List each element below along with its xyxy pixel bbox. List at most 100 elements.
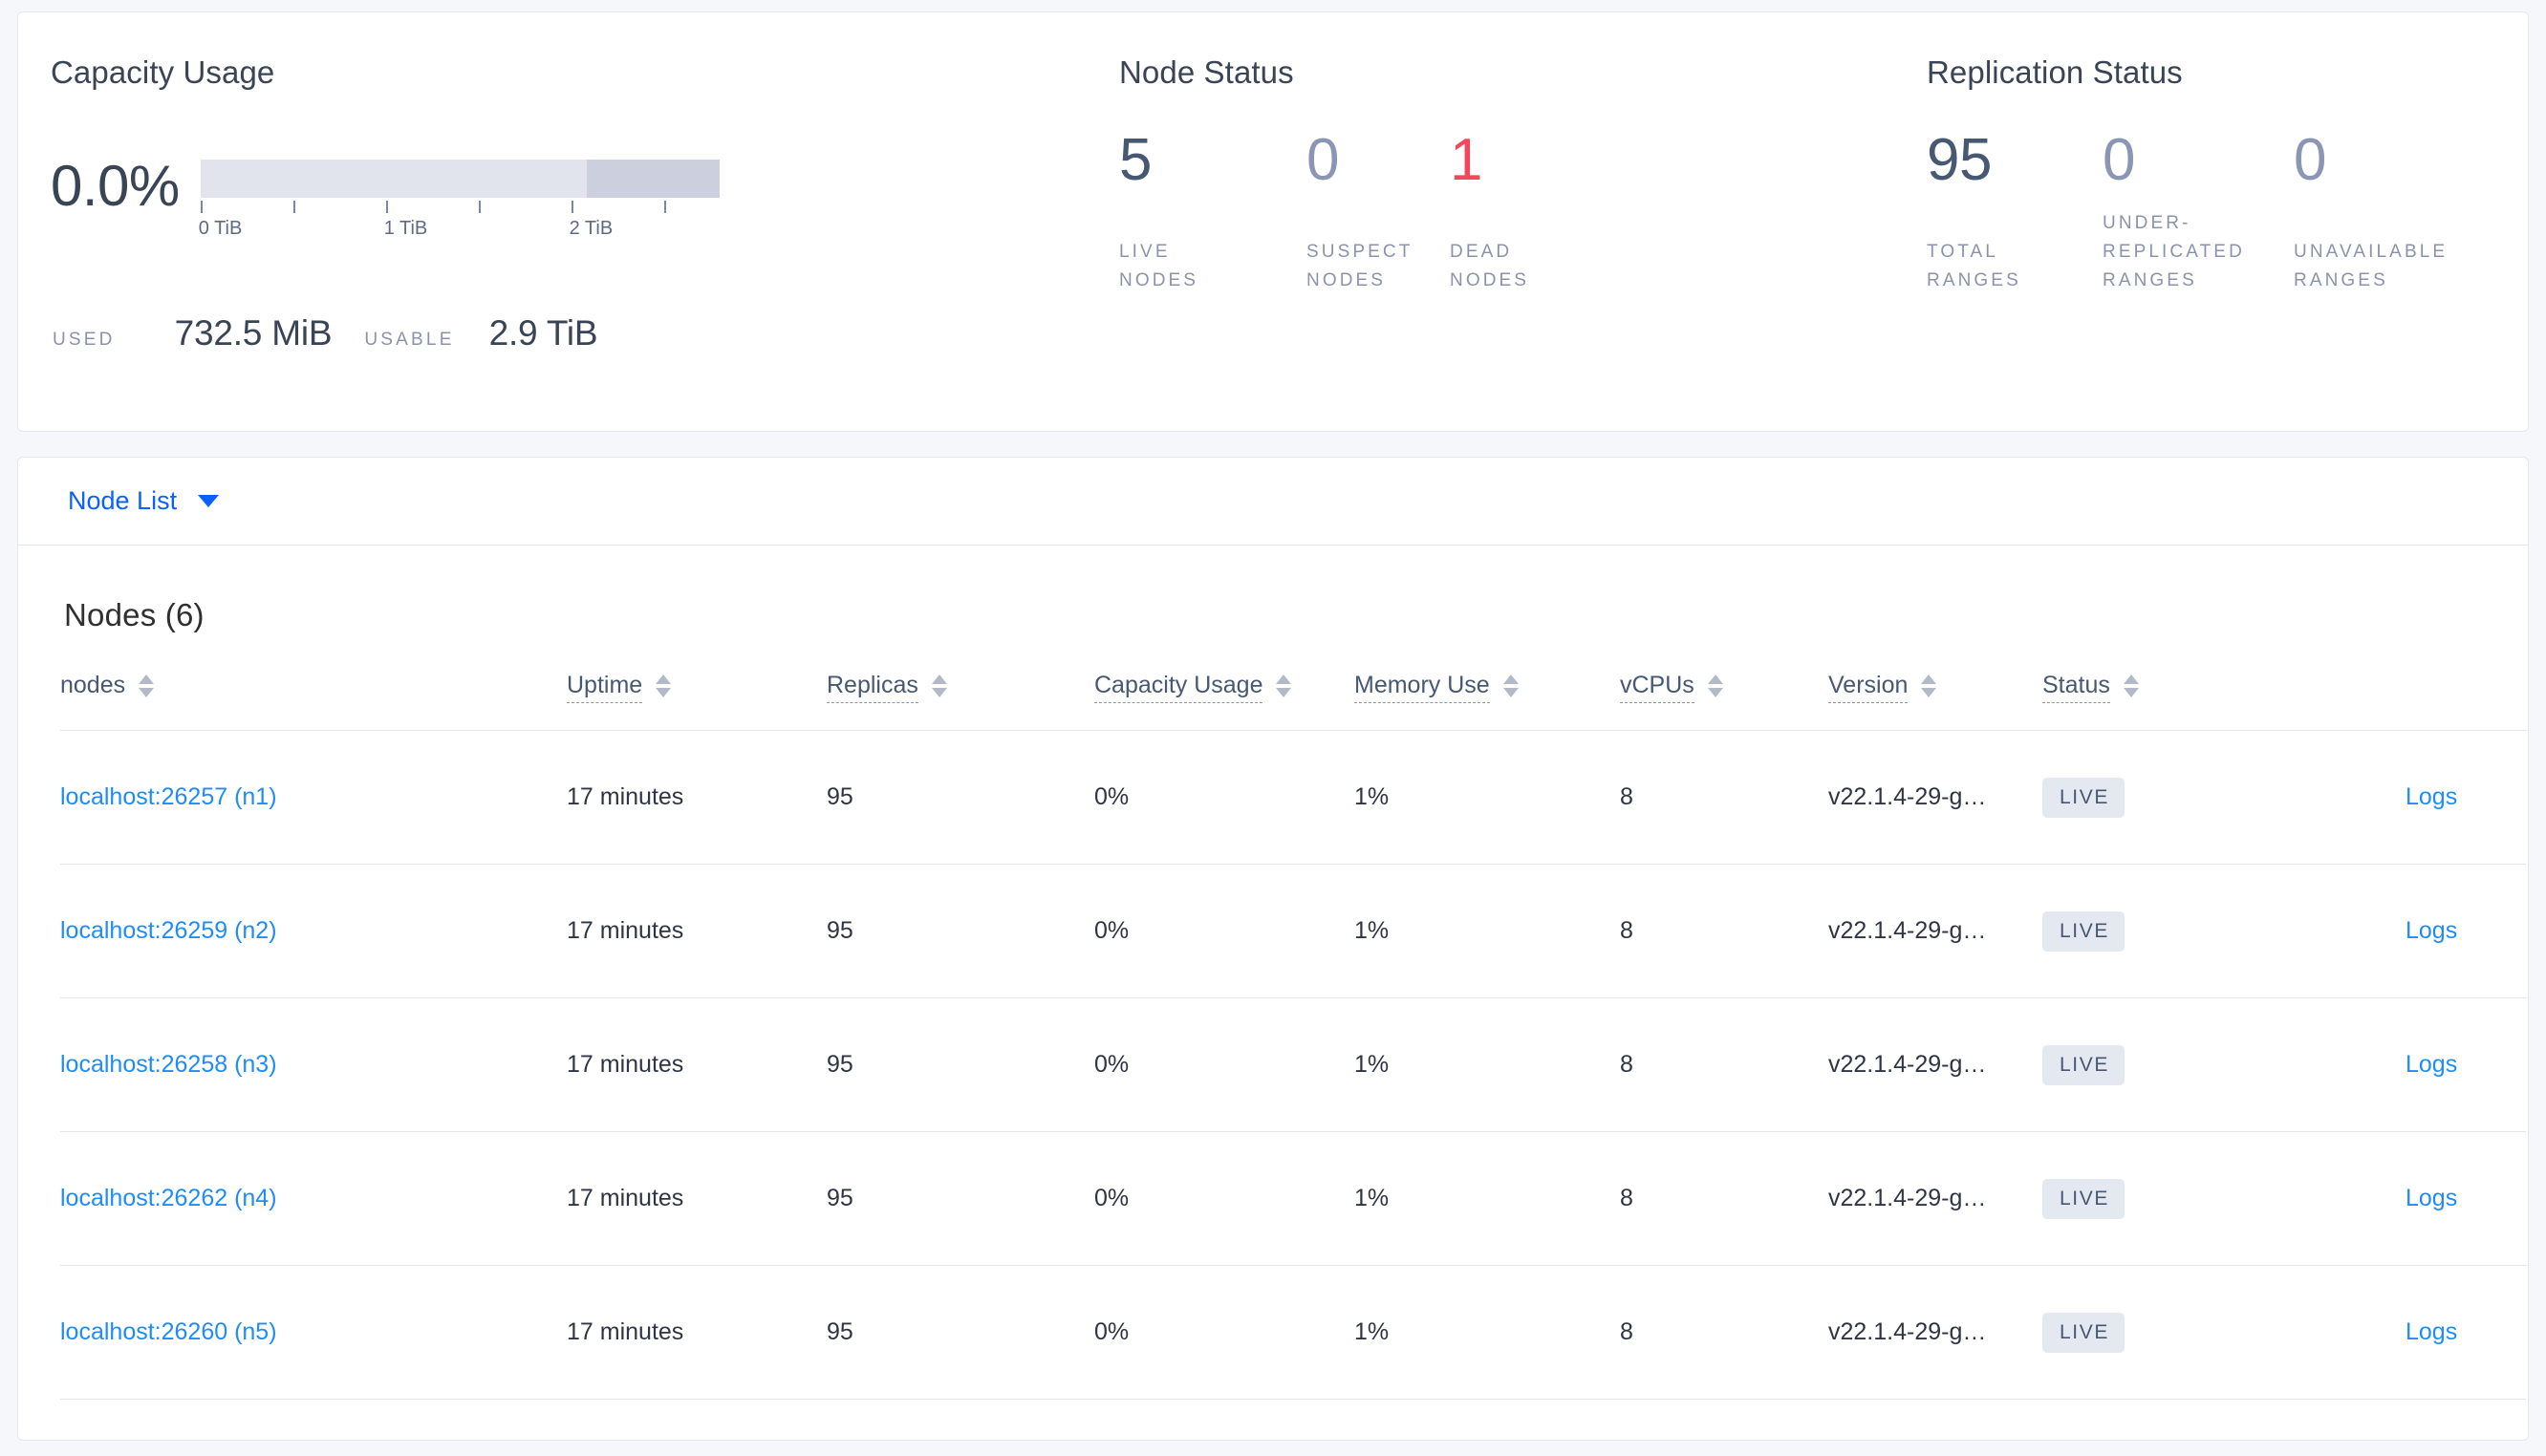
status-cell: LIVE: [2042, 1265, 2406, 1400]
vcpus-cell: 8: [1620, 997, 1828, 1132]
capacity-totals: USED 732.5 MiB USABLE 2.9 TiB: [51, 313, 1098, 353]
logs-cell[interactable]: Logs: [2406, 1131, 2526, 1266]
logs-cell[interactable]: Logs: [2406, 1265, 2526, 1400]
uptime-cell: 17 minutes: [567, 1265, 827, 1400]
logs-link[interactable]: Logs: [2406, 1318, 2458, 1345]
usable-label: USABLE: [364, 330, 455, 350]
node-status-fact-label: LIVE NODES: [1119, 242, 1199, 290]
logs-link[interactable]: Logs: [2406, 917, 2458, 944]
status-badge: LIVE: [2042, 1044, 2125, 1085]
replication-status-section: Replication Status 95 TOTAL RANGES 0 UNDER-…: [1906, 12, 2528, 431]
logs-cell[interactable]: Logs: [2406, 997, 2526, 1132]
column-header-label: Memory Use: [1354, 672, 1490, 703]
nodes-table-header-row: nodes Uptime Replicas Capacity Usage Memory …: [60, 672, 2526, 731]
status-badge: LIVE: [2042, 1178, 2125, 1219]
column-header-label: Uptime: [567, 672, 643, 703]
usable-value: 2.9 TiB: [488, 313, 598, 353]
vcpus-cell: 8: [1620, 1265, 1828, 1400]
table-row: localhost:26259 (n2) 17 minutes 95 0% 1% 8 v22…: [60, 864, 2526, 998]
used-value: 732.5 MiB: [174, 313, 333, 353]
sort-toggle-icon[interactable]: [1921, 674, 1937, 697]
logs-link[interactable]: Logs: [2406, 783, 2458, 810]
node-cell[interactable]: localhost:26258 (n3): [60, 997, 567, 1132]
capacity-axis-tick: [478, 201, 481, 213]
node-cell[interactable]: localhost:26259 (n2): [60, 864, 567, 998]
node-link[interactable]: localhost:26259 (n2): [60, 917, 277, 944]
replication-fact-label: TOTAL RANGES: [1927, 242, 2021, 290]
sort-toggle-icon[interactable]: [656, 674, 672, 697]
capacity-bar-rest-segment: [587, 160, 720, 198]
memory-use-cell: 1%: [1354, 1265, 1620, 1400]
capacity-axis-ticks: [200, 201, 720, 214]
column-header-status[interactable]: Status: [2042, 672, 2406, 731]
capacity-usage-section: Capacity Usage 0.0% 0 TiB 1 TiB 2 TiB USED…: [18, 12, 1098, 431]
status-cell: LIVE: [2042, 997, 2406, 1132]
node-link[interactable]: localhost:26260 (n5): [60, 1318, 277, 1345]
column-header-capacity-usage[interactable]: Capacity Usage: [1094, 672, 1354, 731]
logs-link[interactable]: Logs: [2406, 1185, 2458, 1211]
logs-cell[interactable]: Logs: [2406, 730, 2526, 865]
table-row: localhost:26260 (n5) 17 minutes 95 0% 1% 8 v22…: [60, 1265, 2526, 1400]
node-status-fact: 5 LIVE NODES: [1119, 127, 1306, 291]
version-cell: v22.1.4-29-g…: [1828, 730, 2042, 865]
capacity-percent-value: 0.0%: [51, 154, 180, 218]
capacity-usage-cell: 0%: [1094, 1265, 1354, 1400]
replication-fact-value: 95: [1927, 127, 1992, 193]
uptime-cell: 17 minutes: [567, 864, 827, 998]
replicas-cell: 95: [827, 864, 1094, 998]
node-link[interactable]: localhost:26258 (n3): [60, 1051, 277, 1078]
sort-toggle-icon[interactable]: [931, 674, 947, 697]
version-cell: v22.1.4-29-g…: [1828, 864, 2042, 998]
status-cell: LIVE: [2042, 730, 2406, 865]
node-status-section: Node Status 5 LIVE NODES 0 SUSPECT NODES 1 DE…: [1098, 12, 1906, 431]
column-header-version[interactable]: Version: [1828, 672, 2042, 731]
capacity-bar-usable-segment: [200, 160, 588, 198]
sort-toggle-icon[interactable]: [1502, 674, 1519, 697]
column-header-uptime[interactable]: Uptime: [567, 672, 827, 731]
sort-toggle-icon[interactable]: [1707, 674, 1723, 697]
node-cell[interactable]: localhost:26260 (n5): [60, 1265, 567, 1400]
node-list-dropdown[interactable]: Node List: [68, 486, 220, 516]
replication-fact: 95 TOTAL RANGES: [1927, 127, 2103, 291]
capacity-usage-cell: 0%: [1094, 730, 1354, 865]
memory-use-cell: 1%: [1354, 1131, 1620, 1266]
column-header-memory-use[interactable]: Memory Use: [1354, 672, 1620, 731]
capacity-axis-tick-label: 2 TiB: [569, 218, 614, 239]
column-header-label: Version: [1828, 672, 1909, 703]
logs-cell[interactable]: Logs: [2406, 864, 2526, 998]
replication-fact-value: 0: [2103, 127, 2135, 193]
capacity-bar: [200, 160, 720, 198]
sort-toggle-icon[interactable]: [2123, 674, 2139, 697]
column-header-label: Replicas: [827, 672, 918, 703]
node-status-fact: 0 SUSPECT NODES: [1306, 131, 1450, 291]
column-header-vcpus[interactable]: vCPUs: [1620, 672, 1828, 731]
capacity-axis-labels: 0 TiB 1 TiB 2 TiB: [198, 218, 720, 241]
replication-status-title: Replication Status: [1927, 54, 2183, 90]
sort-toggle-icon[interactable]: [1276, 674, 1292, 697]
node-list-card: Node List Nodes (6) nodes Uptime Replicas C…: [17, 457, 2529, 1441]
node-cell[interactable]: localhost:26257 (n1): [60, 730, 567, 865]
node-cell[interactable]: localhost:26262 (n4): [60, 1131, 567, 1266]
nodes-table: nodes Uptime Replicas Capacity Usage Memory …: [60, 672, 2526, 1400]
node-list-dropdown-label: Node List: [68, 486, 178, 515]
capacity-usage-cell: 0%: [1094, 997, 1354, 1132]
vcpus-cell: 8: [1620, 864, 1828, 998]
node-status-fact-value: 5: [1119, 127, 1152, 193]
node-status-facts: 5 LIVE NODES 0 SUSPECT NODES 1 DEAD NODES: [1119, 127, 1906, 291]
table-row: localhost:26258 (n3) 17 minutes 95 0% 1% 8 v22…: [60, 997, 2526, 1132]
memory-use-cell: 1%: [1354, 864, 1620, 998]
capacity-axis-tick-label: 0 TiB: [198, 218, 243, 239]
version-cell: v22.1.4-29-g…: [1828, 1265, 2042, 1400]
replication-fact: 0 UNAVAILABLE RANGES: [2294, 131, 2445, 291]
version-cell: v22.1.4-29-g…: [1828, 997, 2042, 1132]
capacity-gauge: 0.0% 0 TiB 1 TiB 2 TiB: [51, 158, 1098, 241]
column-header-nodes[interactable]: nodes: [60, 672, 567, 731]
node-link[interactable]: localhost:26257 (n1): [60, 783, 277, 810]
capacity-axis-tick: [200, 201, 203, 213]
replication-fact: 0 UNDER- REPLICATED RANGES: [2103, 127, 2294, 291]
column-header-replicas[interactable]: Replicas: [827, 672, 1094, 731]
replication-fact-label: UNAVAILABLE RANGES: [2294, 242, 2449, 290]
node-link[interactable]: localhost:26262 (n4): [60, 1185, 277, 1211]
logs-link[interactable]: Logs: [2406, 1051, 2458, 1078]
sort-toggle-icon[interactable]: [139, 674, 155, 697]
